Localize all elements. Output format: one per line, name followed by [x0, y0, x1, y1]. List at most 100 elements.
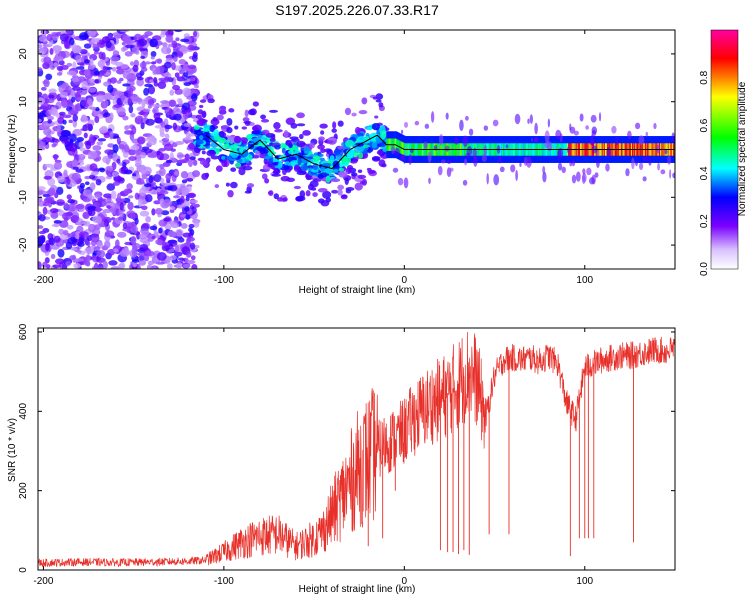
heatmap-cell: [371, 156, 381, 161]
heatmap-cell: [61, 212, 72, 221]
colorbar-tick-label: 0.6: [699, 118, 710, 132]
heatmap-cell: [268, 190, 274, 197]
heatmap-cell: [438, 133, 444, 146]
heatmap-cell: [118, 111, 126, 116]
heatmap-cell: [72, 247, 78, 252]
heatmap-cell: [274, 167, 280, 175]
heatmap-cell: [145, 250, 155, 257]
heatmap-cell: [151, 190, 158, 195]
heatmap-cell: [667, 155, 672, 165]
heatmap-cell: [151, 235, 156, 240]
colorbar-label: Normalized spectral amplitude: [737, 81, 748, 216]
heatmap-cell: [277, 197, 284, 202]
heatmap-cell: [124, 125, 131, 130]
heatmap-cell: [61, 99, 68, 109]
heatmap-cell: [309, 180, 319, 188]
heatmap-cell: [130, 113, 136, 118]
heatmap-cell: [86, 97, 93, 106]
heatmap-cell: [345, 139, 355, 148]
x-tick-label: -100: [214, 576, 234, 587]
heatmap-cell: [462, 135, 469, 147]
heatmap-cell: [430, 111, 435, 123]
heatmap-cell: [131, 259, 140, 263]
heatmap-cell: [374, 115, 379, 119]
heatmap-cell: [119, 77, 124, 82]
heatmap-cell: [123, 188, 130, 195]
heatmap-cell: [228, 108, 235, 113]
heatmap-cell: [160, 46, 171, 55]
spectrogram-x-ticks: -200 -100 0 100: [33, 30, 594, 286]
heatmap-cell: [346, 165, 354, 170]
heatmap-cell: [635, 159, 638, 167]
heatmap-cell: [149, 38, 159, 48]
heatmap-cell: [282, 197, 288, 202]
colorbar-ticks: 0.0 0.2 0.4 0.6 0.8: [699, 70, 710, 276]
heatmap-cell: [78, 32, 89, 41]
heatmap-cell: [526, 156, 532, 168]
heatmap-cell: [77, 241, 85, 247]
heatmap-cell: [252, 101, 259, 107]
heatmap-cell: [107, 154, 114, 160]
heatmap-cell: [225, 182, 230, 187]
heatmap-cell: [569, 126, 576, 134]
heatmap-cell: [176, 229, 183, 237]
heatmap-cell: [223, 143, 230, 147]
heatmap-cell: [220, 145, 226, 151]
heatmap-cell: [199, 135, 204, 140]
heatmap-cell: [94, 246, 101, 251]
heatmap-cell: [186, 259, 196, 265]
heatmap-cell: [138, 255, 145, 262]
x-tick-label: 100: [576, 576, 593, 587]
heatmap-cell: [327, 137, 337, 141]
heatmap-cell: [184, 206, 190, 212]
heatmap-cell: [124, 130, 133, 135]
heatmap-cell: [190, 255, 196, 261]
heatmap-cell: [561, 166, 566, 174]
heatmap-cell: [119, 249, 130, 257]
heatmap-cell: [596, 148, 600, 156]
heatmap-cell: [117, 216, 124, 221]
heatmap-cell: [72, 114, 79, 122]
heatmap-cell: [444, 145, 450, 152]
snr-x-axis-label: Height of straight line (km): [299, 584, 416, 595]
heatmap-cell: [102, 65, 107, 74]
heatmap-cell: [125, 39, 135, 44]
heatmap-cell: [43, 56, 52, 64]
heatmap-cell: [514, 113, 521, 125]
heatmap-cell: [99, 168, 106, 173]
heatmap-cell: [283, 130, 289, 139]
heatmap-cell: [129, 213, 136, 219]
heatmap-cell: [331, 189, 339, 194]
heatmap-cell: [175, 141, 184, 145]
heatmap-cell: [167, 230, 177, 238]
heatmap-cell: [264, 178, 270, 184]
heatmap-cell: [172, 122, 178, 131]
heatmap-cell: [59, 91, 68, 99]
heatmap-cell: [136, 78, 145, 87]
heatmap-cell: [145, 215, 152, 223]
heatmap-cell: [64, 138, 70, 145]
heatmap-cell: [47, 177, 56, 187]
heatmap-cell: [84, 123, 92, 128]
heatmap-cell: [193, 221, 200, 228]
heatmap-cell: [303, 146, 310, 155]
heatmap-cell: [344, 160, 349, 167]
heatmap-cell: [645, 131, 649, 137]
heatmap-cell: [88, 209, 96, 217]
heatmap-cell: [397, 177, 404, 186]
heatmap-cell: [140, 55, 146, 60]
heatmap-cell: [45, 196, 55, 203]
heatmap-cell: [65, 261, 72, 266]
heatmap-cell: [596, 158, 600, 169]
heatmap-cell: [96, 249, 106, 258]
heatmap-cell: [43, 44, 48, 53]
heatmap-cell: [85, 141, 92, 150]
heatmap-cell: [573, 130, 579, 136]
heatmap-cell: [153, 200, 161, 205]
heatmap-cell: [333, 168, 339, 173]
heatmap-cell: [542, 171, 547, 183]
heatmap-cell: [88, 87, 97, 93]
heatmap-cell: [57, 248, 65, 258]
y-tick-label: 0: [18, 146, 29, 152]
heatmap-cell: [51, 108, 59, 117]
